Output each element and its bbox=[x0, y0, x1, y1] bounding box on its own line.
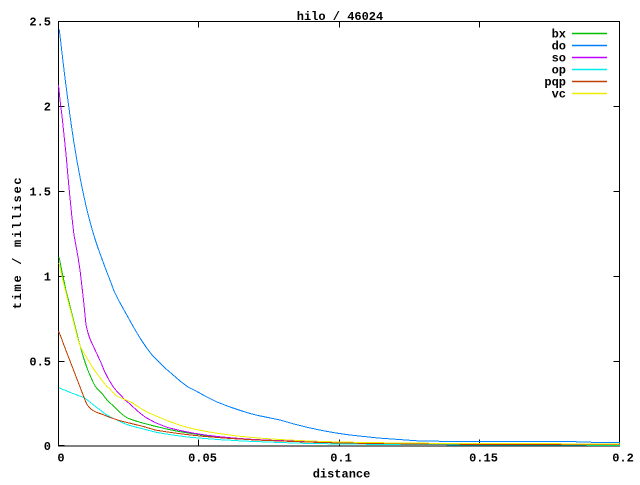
svg-text:2: 2 bbox=[44, 101, 51, 115]
svg-text:pqp: pqp bbox=[544, 76, 566, 90]
svg-text:0.05: 0.05 bbox=[188, 452, 217, 466]
svg-text:op: op bbox=[552, 64, 566, 78]
svg-text:1: 1 bbox=[44, 271, 51, 285]
svg-text:bx: bx bbox=[552, 28, 566, 42]
svg-text:vc: vc bbox=[552, 88, 566, 102]
svg-text:0.5: 0.5 bbox=[29, 356, 51, 370]
svg-text:do: do bbox=[552, 40, 566, 54]
svg-text:2.5: 2.5 bbox=[29, 16, 51, 30]
svg-text:0.1: 0.1 bbox=[330, 452, 352, 466]
svg-text:0.15: 0.15 bbox=[469, 452, 498, 466]
svg-text:hilo / 46024: hilo / 46024 bbox=[297, 10, 383, 24]
svg-text:distance: distance bbox=[313, 468, 371, 481]
svg-text:so: so bbox=[552, 52, 566, 66]
svg-text:time / millisec: time / millisec bbox=[11, 176, 25, 310]
svg-text:0: 0 bbox=[44, 440, 51, 454]
svg-text:0: 0 bbox=[57, 452, 64, 466]
svg-text:1.5: 1.5 bbox=[29, 186, 51, 200]
svg-text:0.2: 0.2 bbox=[612, 452, 634, 466]
